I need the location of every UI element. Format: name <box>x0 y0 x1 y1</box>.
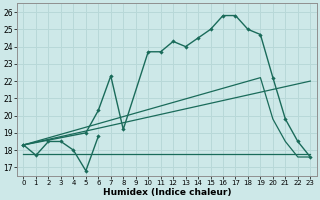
X-axis label: Humidex (Indice chaleur): Humidex (Indice chaleur) <box>103 188 231 197</box>
